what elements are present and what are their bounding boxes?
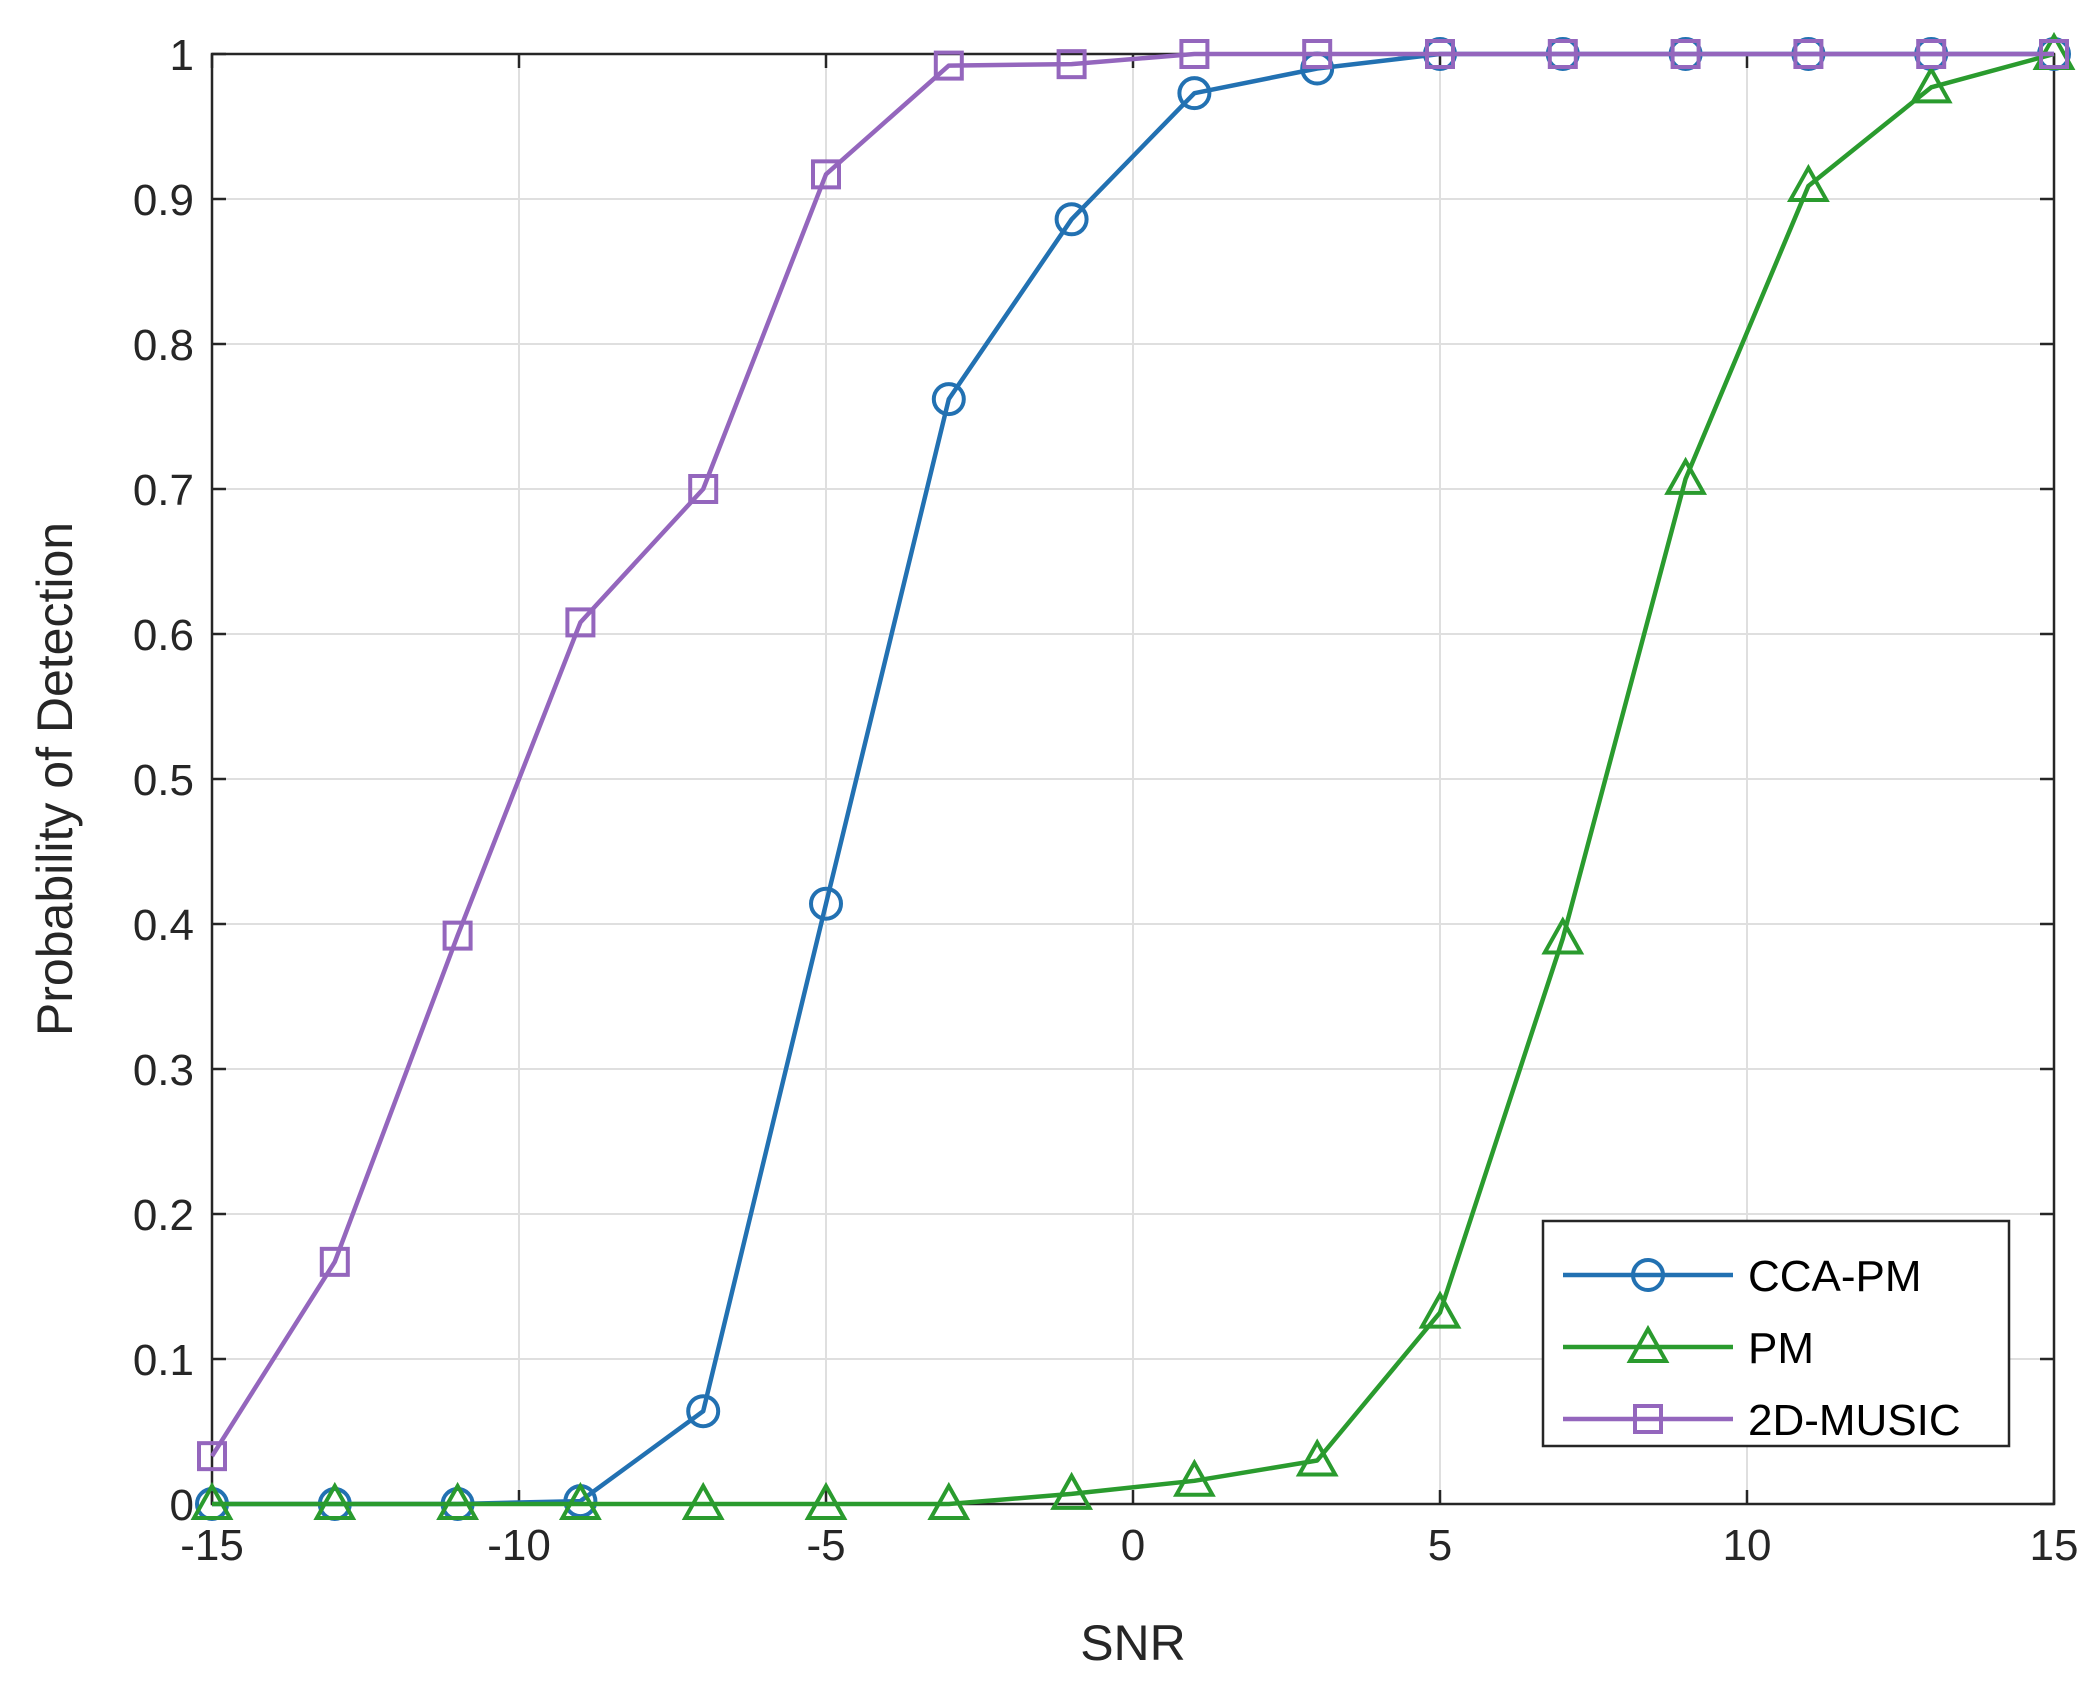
legend-marker-cca-pm [1631,1258,1665,1292]
y-tick-label: 0.5 [133,756,194,805]
data-point-2d-music [1916,39,1947,69]
data-point-2d-music [1547,39,1578,69]
x-tick-label: 15 [2030,1521,2079,1570]
data-point-2d-music [1056,49,1087,80]
y-tick-label: 0.4 [133,901,194,950]
data-point-2d-music [2039,39,2069,69]
series-line-2d-music [210,51,2054,1458]
data-point-2d-music [1302,39,1333,69]
legend-item-cca-pm: CCA-PM [1563,1252,1922,1301]
x-tick-label: -15 [180,1521,244,1570]
data-point-pm [1172,1458,1216,1497]
y-tick-label: 0.2 [133,1191,194,1240]
data-point-2d-music [565,607,596,638]
data-point-2d-music [1179,39,1210,69]
legend-marker-pm [1626,1324,1670,1363]
y-tick-label: 0.6 [133,611,194,660]
y-tick-label: 1 [170,31,194,80]
data-point-pm [1541,916,1585,955]
data-point-pm [1786,163,1830,202]
y-tick-label: 0.9 [133,176,194,225]
data-point-pm [1050,1471,1094,1510]
data-point-2d-music [197,1441,227,1472]
data-point-pm [436,1481,480,1520]
data-point-2d-music [442,920,473,951]
data-point-2d-music [1793,39,1824,69]
data-point-2d-music [933,50,964,81]
data-point-cca-pm [809,886,843,921]
data-point-pm [1909,65,1953,104]
y-tick-label: 0.3 [133,1046,194,1095]
y-tick-label: 0.7 [133,466,194,515]
tick-labels: -15 -10 -5 0 5 10 15 0 0.1 0.2 0.3 0.4 0.5 0.6 0.7 0.8 0… [133,31,2079,1570]
series-2d-music [197,39,2069,1472]
y-tick-label: 0 [170,1481,194,1530]
series-group [190,31,2076,1521]
data-point-pm [558,1481,602,1520]
y-axis-title: Probability of Detection [27,522,83,1036]
data-point-pm [1664,456,1708,495]
legend-marker-2d-music [1633,1404,1663,1434]
x-axis-title: SNR [1080,1615,1186,1671]
y-tick-label: 0.1 [133,1336,194,1385]
x-tick-label: -5 [806,1521,845,1570]
legend-label-cca-pm: CCA-PM [1748,1252,1922,1301]
legend-item-2d-music: 2D-MUSIC [1563,1396,1961,1445]
x-tick-label: 10 [1723,1521,1772,1570]
data-point-cca-pm [1054,202,1089,237]
data-point-pm [190,1481,234,1520]
data-point-cca-pm [1177,76,1212,111]
legend-item-pm: PM [1563,1324,1814,1373]
data-point-cca-pm [931,382,966,417]
series-line-pm [212,51,2055,1507]
data-point-2d-music [811,159,841,190]
data-point-cca-pm [686,1394,721,1429]
y-tick-label: 0.8 [133,321,194,370]
axes [210,52,2056,1506]
data-point-2d-music [688,474,719,504]
data-point-2d-music [319,1246,350,1277]
data-point-pm [1295,1438,1339,1477]
x-tick-label: 0 [1121,1521,1145,1570]
data-point-pm [927,1481,971,1520]
legend-label-2d-music: 2D-MUSIC [1748,1396,1961,1445]
data-point-pm [313,1481,357,1520]
data-point-pm [1418,1290,1462,1329]
data-point-pm [804,1481,848,1520]
x-tick-label: 5 [1428,1521,1452,1570]
series-pm [190,31,2076,1520]
legend-label-pm: PM [1748,1324,1814,1373]
legend: CCA-PM PM 2D-MUSIC [1541,1219,2011,1448]
legend-box [1541,1219,2011,1448]
data-point-2d-music [1425,39,1455,69]
x-tick-label: -10 [487,1521,551,1570]
data-point-2d-music [1670,39,1701,69]
data-point-pm [681,1481,725,1520]
